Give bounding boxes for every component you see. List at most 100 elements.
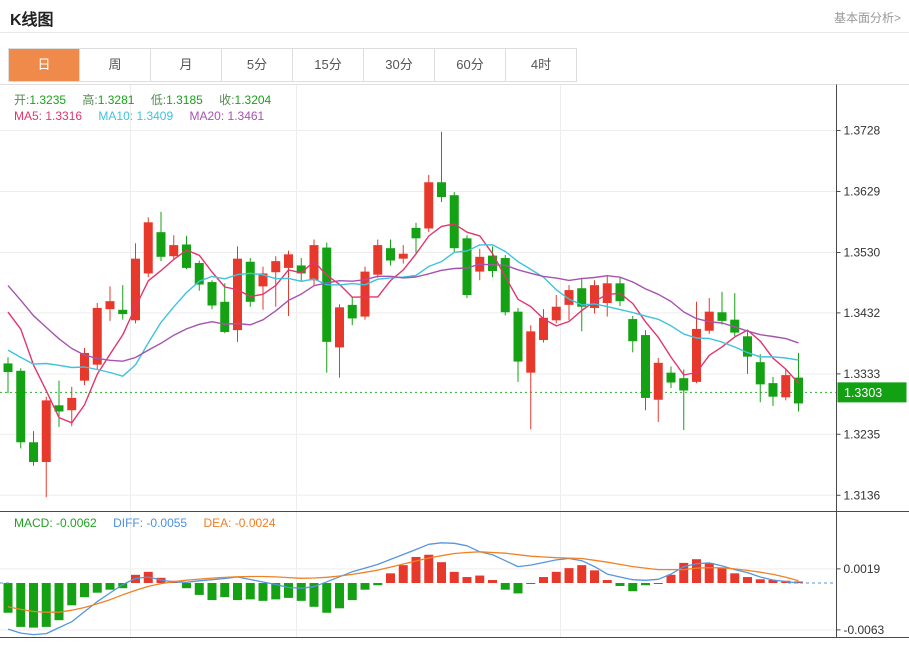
macd-bar (258, 583, 268, 601)
diff-line (7, 542, 799, 636)
macd-bar (411, 556, 421, 583)
high-legend: 高:1.3281 (82, 93, 135, 107)
ma10-line (7, 244, 799, 377)
candle-body (373, 245, 383, 275)
candle-body (54, 405, 64, 412)
candle-body (335, 307, 344, 348)
fundamental-analysis-link[interactable]: 基本面分析> (833, 11, 901, 25)
macd-bar (67, 583, 77, 606)
macd-bar (475, 575, 485, 583)
macd-bar (105, 583, 115, 590)
candle-body (309, 245, 319, 281)
macd-bar (207, 583, 217, 601)
macd-bar (118, 583, 128, 589)
tab-month[interactable]: 月 (151, 49, 222, 81)
macd-bar (602, 580, 612, 583)
macd-bar (679, 562, 689, 583)
diff-value-legend: DIFF: -0.0055 (113, 516, 188, 530)
macd-bar (449, 571, 459, 583)
y-axis-label: 1.3333 (844, 367, 881, 381)
candles-group (3, 131, 803, 498)
candle-body (437, 182, 446, 198)
ma5-legend: MA5: 1.3316 (14, 109, 83, 123)
macd-bar (284, 583, 293, 598)
candle-body (386, 248, 395, 261)
ma10-legend: MA10: 1.3409 (98, 109, 174, 123)
macd-bar (424, 554, 434, 583)
candle-body (679, 378, 689, 391)
y-axis-label: 1.3432 (844, 306, 881, 320)
candle-body (3, 363, 13, 373)
candle-body (539, 317, 548, 340)
macd-axis-label: -0.0063 (844, 623, 885, 637)
candle-body (398, 253, 408, 259)
candle-body (258, 273, 268, 287)
candle-body (182, 244, 191, 268)
macd-bar (551, 571, 561, 583)
macd-bar (513, 583, 523, 594)
candle-body (781, 375, 791, 398)
tab-30min[interactable]: 30分 (364, 49, 435, 81)
header-divider (0, 32, 909, 33)
tab-5min[interactable]: 5分 (222, 49, 293, 81)
candle-body (602, 283, 612, 304)
macd-bar (233, 583, 242, 601)
candle-body (666, 372, 676, 383)
candle-body (233, 258, 242, 331)
macd-bar (271, 583, 281, 600)
macd-bar (360, 583, 370, 590)
candle-body (347, 304, 357, 319)
y-axis-label: 1.3235 (844, 427, 881, 441)
macd-bar (462, 577, 472, 583)
candle-body (92, 307, 102, 365)
candle-body (551, 306, 561, 321)
candle-body (284, 254, 293, 268)
macd-bar (437, 562, 446, 583)
tab-week[interactable]: 周 (80, 49, 151, 81)
macd-bar (755, 579, 765, 583)
y-axis-label: 1.3629 (844, 185, 881, 199)
candle-body (207, 282, 217, 306)
macd-bar (322, 583, 332, 613)
macd-bar (564, 568, 574, 583)
candle-body (131, 258, 140, 321)
macd-bar (245, 583, 255, 600)
close-legend: 收:1.3204 (219, 93, 272, 107)
macd-bar (3, 583, 13, 613)
low-legend: 低:1.3185 (150, 93, 203, 107)
tab-4hour[interactable]: 4时 (530, 57, 552, 72)
macd-bar (309, 583, 319, 607)
macd-bar (526, 583, 536, 584)
tab-day[interactable]: 日 (9, 49, 80, 81)
macd-bar (539, 577, 548, 583)
candle-body (29, 442, 38, 462)
macd-bar (29, 583, 38, 628)
macd-bar (92, 583, 102, 593)
macd-bar (577, 565, 587, 583)
candle-body (577, 288, 587, 307)
candle-body (360, 271, 370, 317)
dea-value-legend: DEA: -0.0024 (203, 516, 276, 530)
candle-body (692, 328, 701, 382)
tab-60min[interactable]: 60分 (435, 49, 506, 81)
candle-body (424, 182, 434, 229)
macd-bar (500, 583, 510, 590)
ma-legend: MA5: 1.3316 MA10: 1.3409 MA20: 1.3461 (14, 109, 277, 123)
macd-bar (768, 580, 778, 583)
macd-bar (41, 583, 51, 627)
candle-body (717, 312, 727, 321)
candle-body (488, 255, 497, 271)
macd-bar (730, 573, 740, 583)
dea-line (7, 551, 799, 613)
macd-bar (335, 583, 344, 609)
macd-histogram-group (3, 554, 803, 628)
candle-body (641, 335, 650, 398)
macd-bar (16, 583, 26, 627)
candle-body (271, 261, 281, 273)
candle-body (169, 245, 179, 257)
candle-body (628, 319, 638, 342)
candle-body (653, 362, 663, 400)
tab-15min[interactable]: 15分 (293, 49, 364, 81)
